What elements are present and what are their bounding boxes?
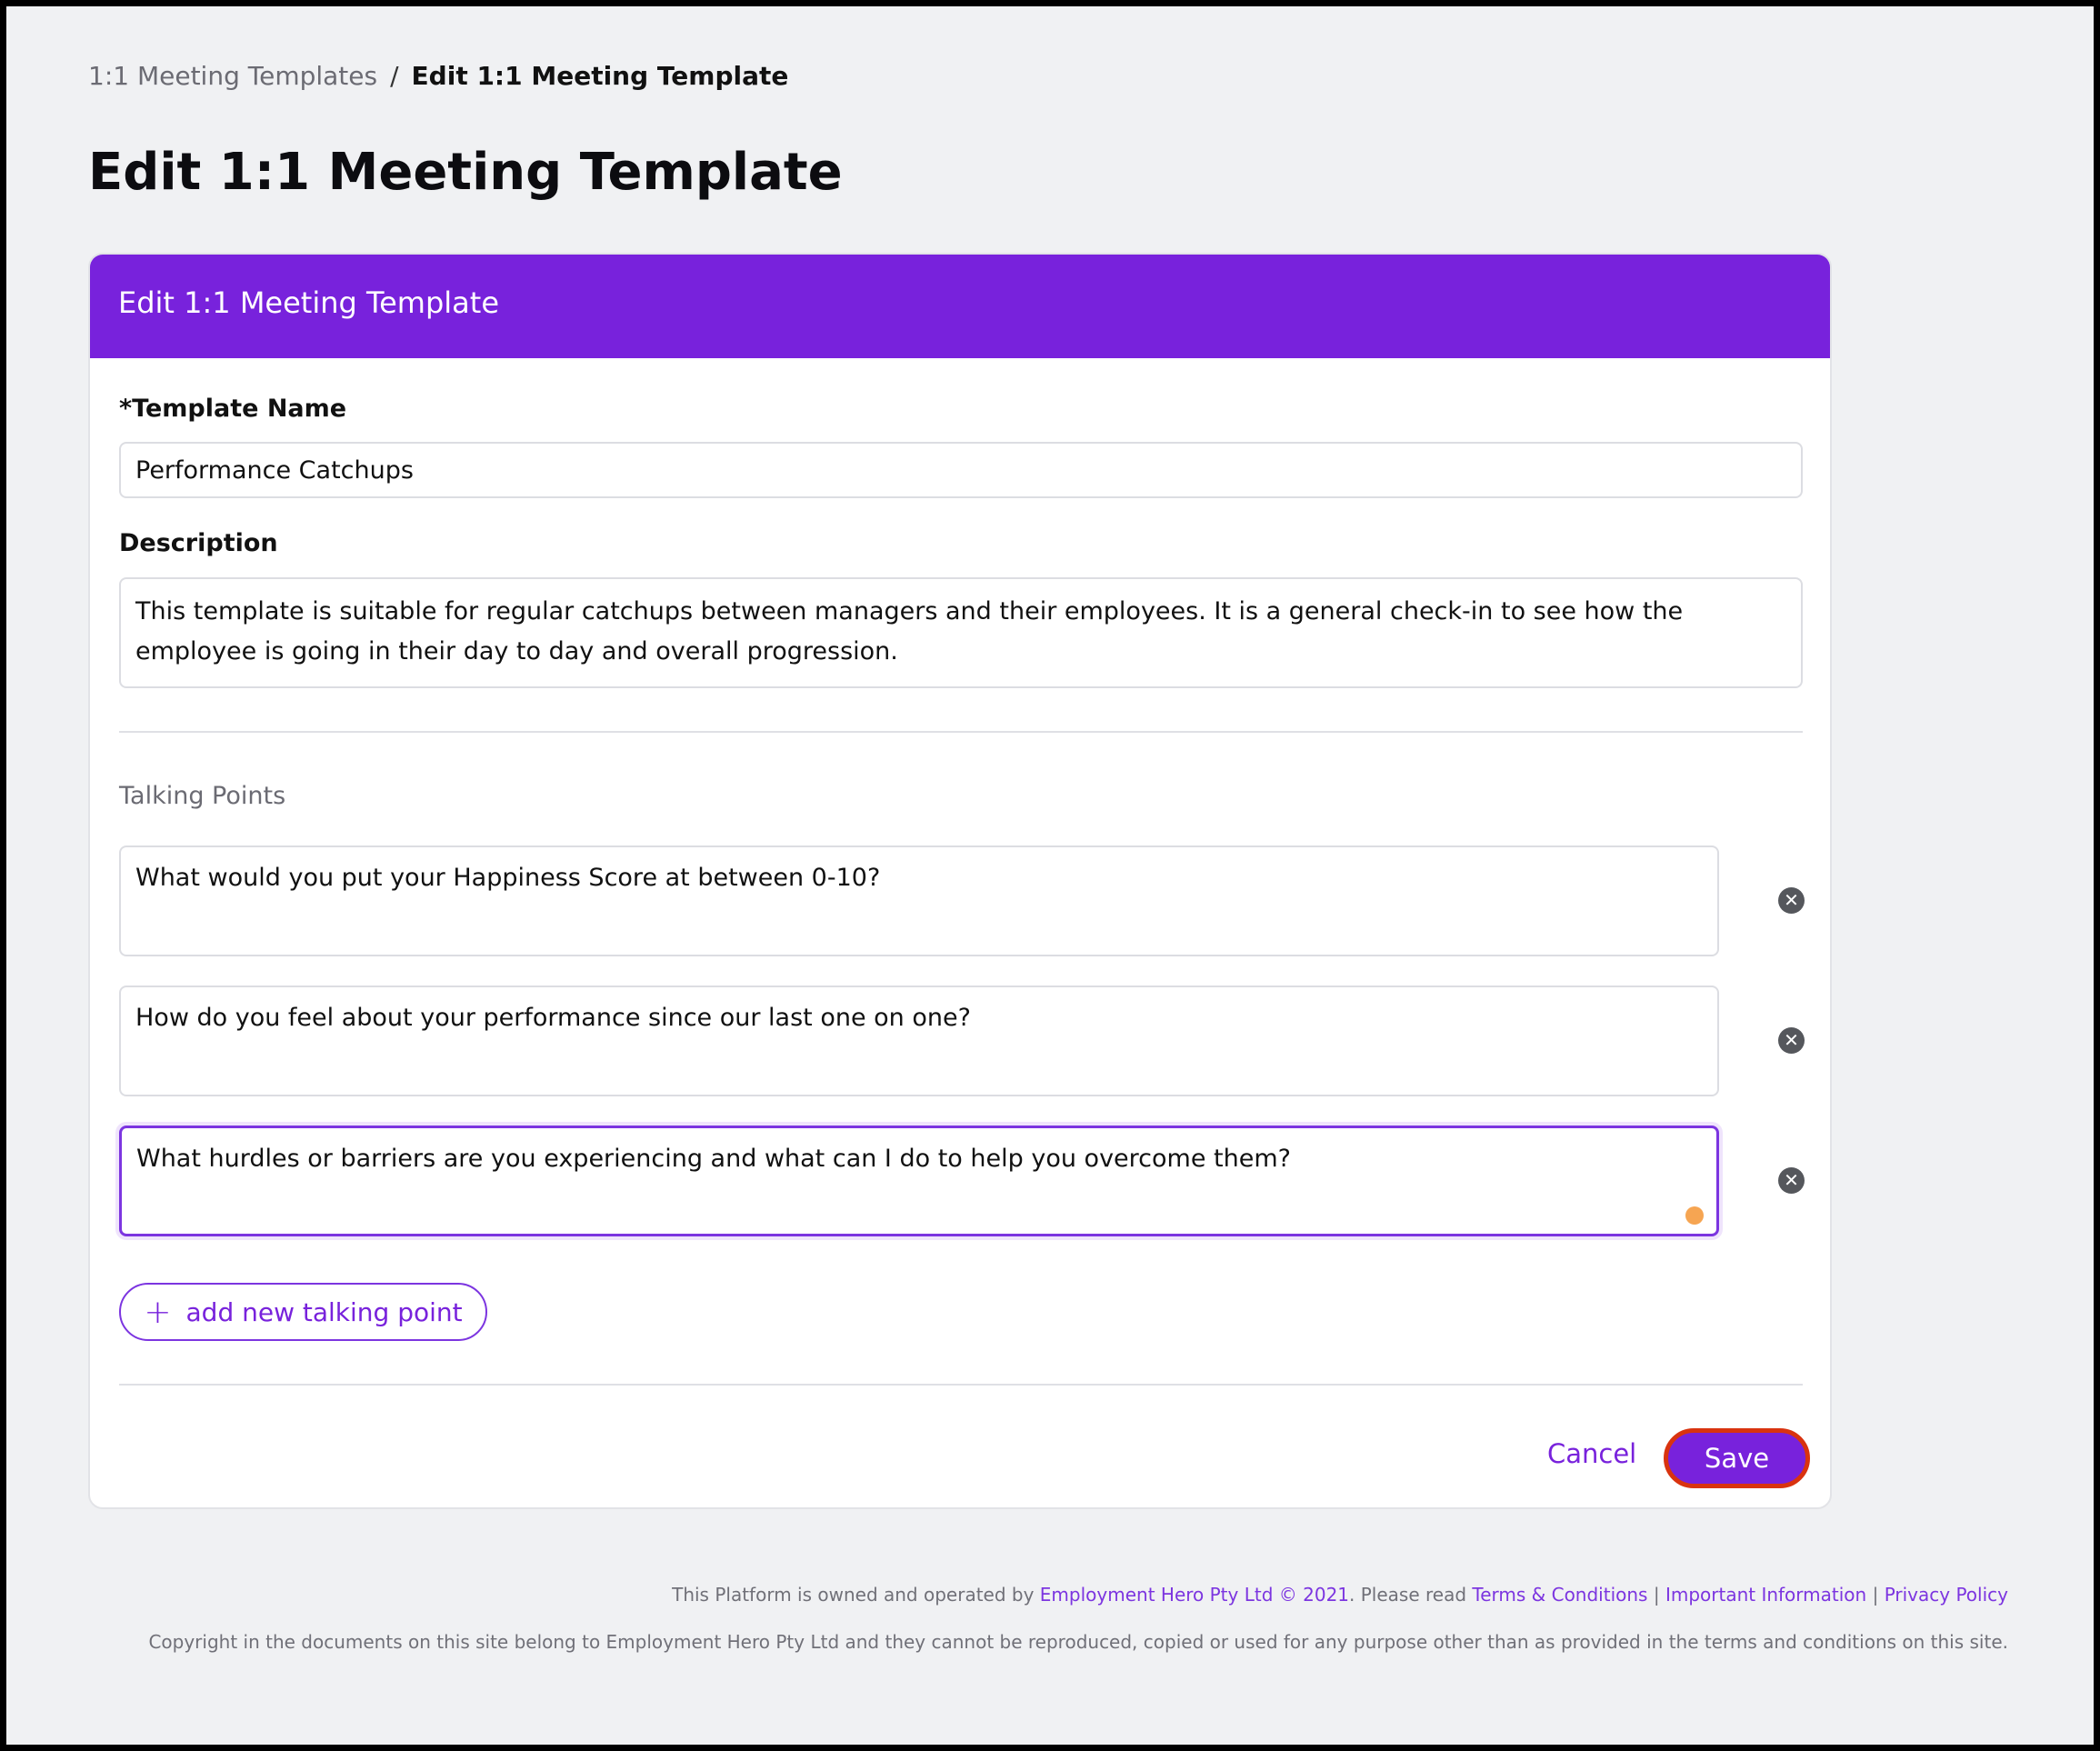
footer-text: . Please read [1349,1584,1467,1606]
breadcrumb-separator: / [390,61,399,91]
terms-link[interactable]: Terms & Conditions [1472,1584,1648,1606]
separator: | [1872,1584,1879,1606]
description-label: Description [119,529,278,557]
company-link[interactable]: Employment Hero Pty Ltd © 2021 [1039,1584,1350,1606]
talking-point-text: What hurdles or barriers are you experie… [136,1145,1291,1173]
divider [119,1384,1803,1386]
template-name-input[interactable] [119,442,1803,498]
breadcrumb-current: Edit 1:1 Meeting Template [411,61,789,91]
card-header: Edit 1:1 Meeting Template [90,255,1830,358]
privacy-link[interactable]: Privacy Policy [1884,1584,2008,1606]
breadcrumb-parent-link[interactable]: 1:1 Meeting Templates [88,61,378,91]
add-talking-point-label: add new talking point [185,1296,463,1327]
description-textarea[interactable]: This template is suitable for regular ca… [119,577,1803,688]
talking-point-input[interactable]: What would you put your Happiness Score … [119,845,1719,956]
page-title: Edit 1:1 Meeting Template [88,143,843,202]
talking-points-label: Talking Points [119,782,286,810]
footer-text: This Platform is owned and operated by [672,1584,1035,1606]
important-info-link[interactable]: Important Information [1665,1584,1867,1606]
remove-talking-point-icon[interactable]: ✕ [1778,1027,1805,1054]
template-name-label: *Template Name [119,395,347,423]
cancel-button[interactable]: Cancel [1547,1438,1637,1469]
add-talking-point-button[interactable]: + add new talking point [119,1283,487,1341]
grammar-indicator-icon [1685,1206,1704,1225]
plus-icon: + [144,1293,172,1331]
remove-talking-point-icon[interactable]: ✕ [1778,887,1805,914]
separator: | [1653,1584,1660,1606]
breadcrumb: 1:1 Meeting Templates / Edit 1:1 Meeting T… [88,61,788,91]
save-button[interactable]: Save [1664,1428,1810,1488]
footer-line-1: This Platform is owned and operated by E… [672,1584,2008,1606]
footer-copyright: Copyright in the documents on this site … [148,1631,2008,1653]
remove-talking-point-icon[interactable]: ✕ [1778,1167,1805,1194]
talking-point-input[interactable]: How do you feel about your performance s… [119,986,1719,1096]
divider [119,731,1803,733]
edit-template-card: Edit 1:1 Meeting Template *Template Name… [88,253,1832,1509]
page: 1:1 Meeting Templates / Edit 1:1 Meeting T… [6,6,2094,1745]
talking-point-input-active[interactable]: What hurdles or barriers are you experie… [119,1126,1719,1236]
